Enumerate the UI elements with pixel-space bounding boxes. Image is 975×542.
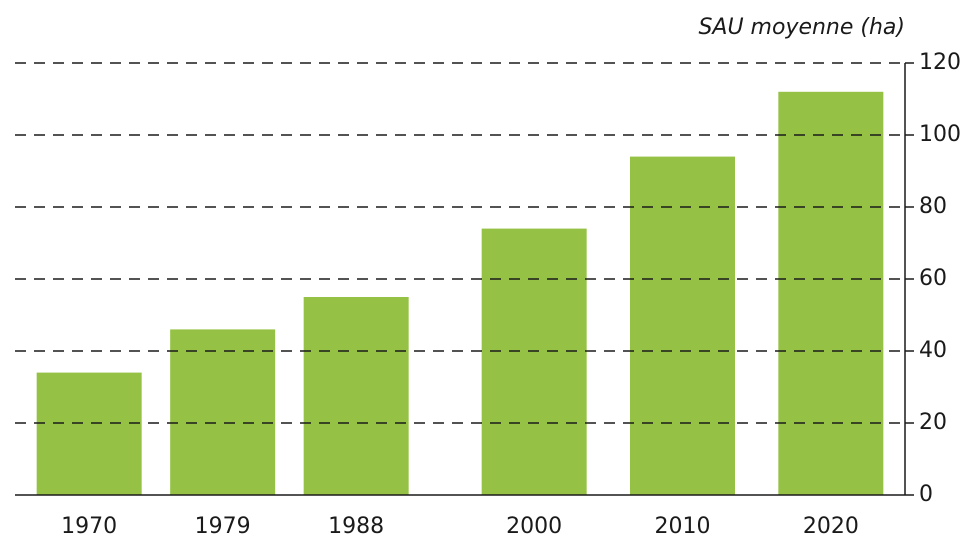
x-tick-label: 2010 <box>655 514 711 539</box>
y-tick-label: 80 <box>919 194 947 219</box>
y-tick-label: 0 <box>919 482 933 507</box>
y-axis-label: SAU moyenne (ha) <box>698 15 905 40</box>
y-tick-label: 120 <box>919 50 961 75</box>
y-tick-label: 40 <box>919 338 947 363</box>
x-tick-label: 1970 <box>61 514 117 539</box>
bar <box>36 372 142 495</box>
bar <box>481 228 587 495</box>
x-tick-label: 1979 <box>195 514 251 539</box>
bar <box>630 156 735 495</box>
bar <box>170 329 276 495</box>
x-tick-label: 2020 <box>803 514 859 539</box>
bar <box>303 297 409 495</box>
bar <box>778 91 884 496</box>
y-tick-label: 20 <box>919 410 947 435</box>
y-tick-label: 60 <box>919 266 947 291</box>
x-tick-label: 1988 <box>328 514 384 539</box>
x-tick-label: 2000 <box>506 514 562 539</box>
y-tick-label: 100 <box>919 122 961 147</box>
